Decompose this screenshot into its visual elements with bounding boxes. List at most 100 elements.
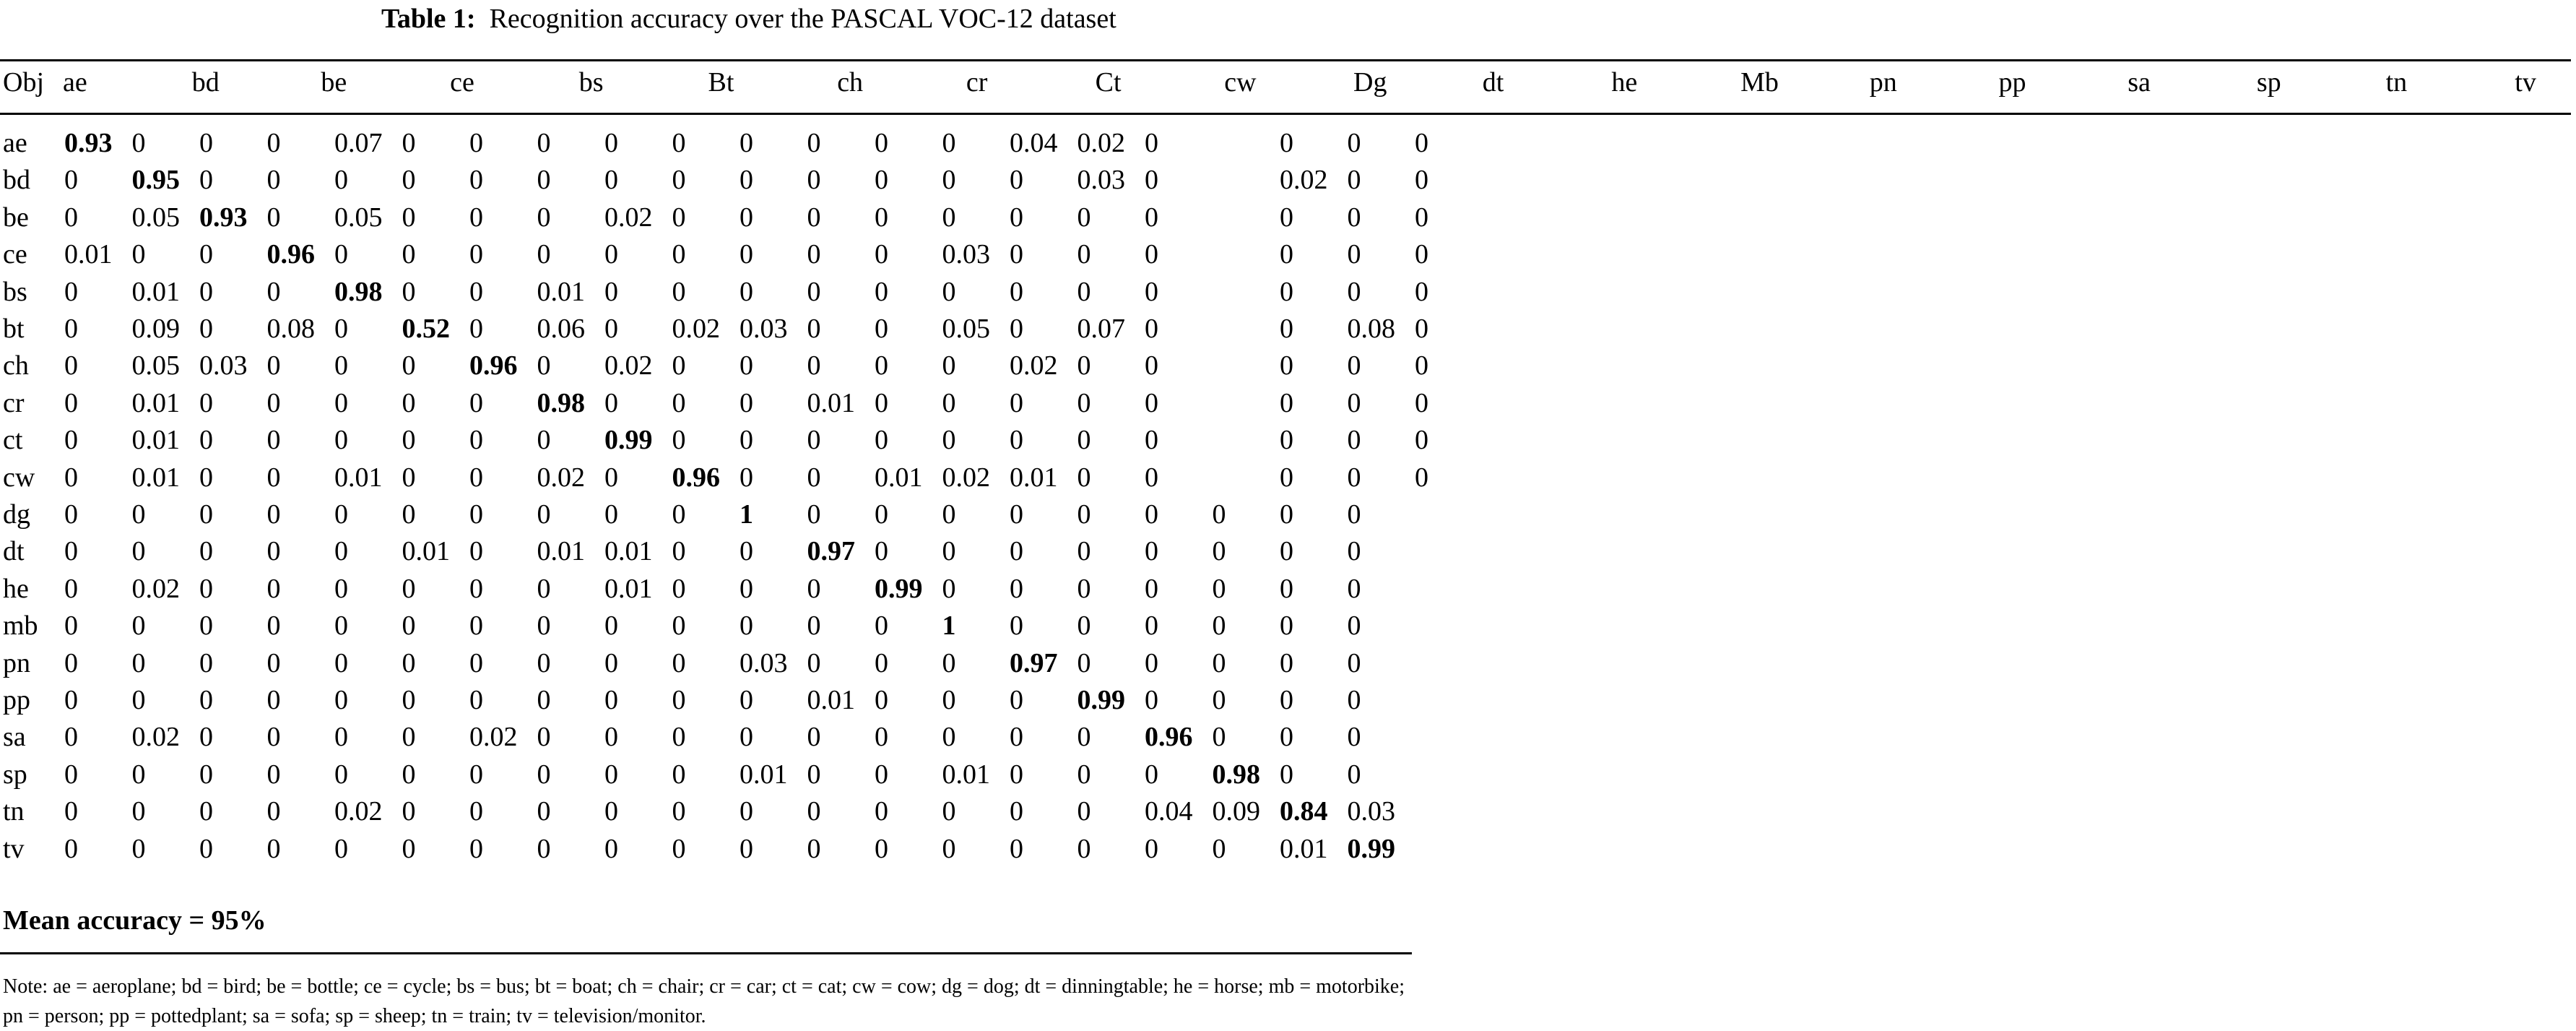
table-cell: 0.99	[875, 573, 923, 604]
table-cell: 0	[1415, 350, 1428, 381]
table-cell: 0.01	[807, 685, 856, 715]
table-cell: 0	[1415, 425, 1428, 456]
table-cell: 0	[942, 536, 956, 567]
table-cell: 0	[740, 462, 753, 493]
table-cell: 0	[1415, 128, 1428, 158]
table-cell: 0.99	[604, 425, 653, 456]
table-cell: 0.01	[875, 462, 923, 493]
table-cell: 0	[807, 239, 821, 270]
table-cell: 0	[1280, 425, 1293, 456]
table-cell: 0	[1280, 685, 1293, 715]
table-cell: 0.05	[942, 314, 991, 344]
table-cell: 0	[604, 833, 618, 864]
table-cell: 0	[64, 685, 78, 715]
table-cell: 0.05	[131, 202, 181, 233]
table-cell: 0	[64, 722, 78, 753]
table-cell: 0	[672, 239, 686, 270]
table-cell: 0	[740, 722, 753, 753]
table-cell: 0	[469, 314, 483, 344]
table-cell: 0	[875, 425, 888, 456]
table-cell: 0	[334, 165, 348, 196]
table-cell: 0	[64, 276, 78, 307]
column-header: bd	[191, 67, 220, 98]
table-cell: 0.01	[402, 536, 451, 567]
column-header: ce	[450, 67, 474, 98]
table-cell: 0	[1077, 239, 1091, 270]
table-cell: 0.02	[131, 722, 181, 753]
table-cell: 1	[942, 611, 956, 642]
table-cell: 0	[807, 722, 821, 753]
table-cell: 0	[875, 685, 888, 715]
table-cell: 0	[469, 759, 483, 790]
table-cell: 0	[604, 685, 618, 715]
table-cell: 0	[672, 685, 686, 715]
table-cell: 0	[64, 759, 78, 790]
table-cell: 0	[537, 611, 551, 642]
table-cell: 0	[740, 536, 753, 567]
table-cell: 0.96	[469, 350, 518, 381]
table-cell: 0.98	[334, 276, 383, 307]
table-cell: 0	[604, 722, 618, 753]
table-cell: 0	[334, 314, 348, 344]
table-cell: 0.96	[672, 462, 721, 493]
table-cell: 0	[1145, 276, 1158, 307]
column-header: bs	[578, 67, 604, 98]
table-cell: 0	[199, 276, 213, 307]
table-cell: 0	[604, 239, 618, 270]
table-cell: 0	[807, 165, 821, 196]
table-cell: 0	[402, 611, 416, 642]
table-cell: 0	[402, 833, 416, 864]
table-cell: 0	[1280, 276, 1293, 307]
table-cell: 0	[64, 536, 78, 567]
table-cell: 0	[1415, 387, 1428, 418]
table-cell: 0	[402, 685, 416, 715]
table-cell: 0	[537, 833, 551, 864]
table-cell: 0.03	[1077, 165, 1126, 196]
table-cell: 0	[199, 128, 213, 158]
table-cell: 0	[199, 573, 213, 604]
table-cell: 0	[1145, 833, 1158, 864]
table-cell: 0	[1347, 239, 1361, 270]
table-cell: 0	[807, 202, 821, 233]
table-cell: 0	[64, 314, 78, 344]
table-cell: 0	[469, 499, 483, 530]
table-cell: 0	[740, 685, 753, 715]
column-header: pn	[1869, 67, 1897, 98]
table-cell: 0.09	[131, 314, 181, 344]
column-header: ae	[63, 67, 87, 98]
table-cell: 0	[875, 611, 888, 642]
table-cell: 0.52	[402, 314, 451, 344]
table-cell: 0	[537, 350, 551, 381]
table-cell: 0	[1145, 314, 1158, 344]
row-label: tn	[3, 796, 25, 827]
table-cell: 0	[537, 202, 551, 233]
table-cell: 0	[942, 165, 956, 196]
table-cell: 0	[672, 387, 686, 418]
table-cell: 0	[1077, 611, 1091, 642]
table-cell: 0	[266, 387, 281, 418]
table-cell: 0.08	[1347, 314, 1396, 344]
table-cell: 0	[1145, 759, 1158, 790]
table-cell: 0.97	[1010, 647, 1058, 678]
table-cell: 0	[266, 611, 281, 642]
table-cell: 0	[1010, 833, 1023, 864]
table-cell: 0	[537, 796, 551, 827]
table-cell: 0	[334, 573, 348, 604]
table-cell: 0	[807, 276, 821, 307]
row-label: cr	[3, 387, 25, 418]
table-cell: 0	[1280, 759, 1293, 790]
table-cell: 0.96	[266, 239, 316, 270]
table-cell: 0	[334, 647, 348, 678]
table-cell: 0	[807, 499, 821, 530]
table-cell: 0	[1145, 536, 1158, 567]
table-cell: 0	[334, 425, 348, 456]
table-cell: 0	[1212, 647, 1226, 678]
table-cell: 0	[402, 165, 416, 196]
table-cell: 0	[807, 759, 821, 790]
table-cell: 0	[1145, 350, 1158, 381]
table-cell: 0	[672, 425, 686, 456]
table-cell: 0	[266, 128, 281, 158]
table-cell: 0	[1212, 833, 1226, 864]
table-cell: 0	[604, 647, 618, 678]
table-cell: 0	[402, 128, 416, 158]
